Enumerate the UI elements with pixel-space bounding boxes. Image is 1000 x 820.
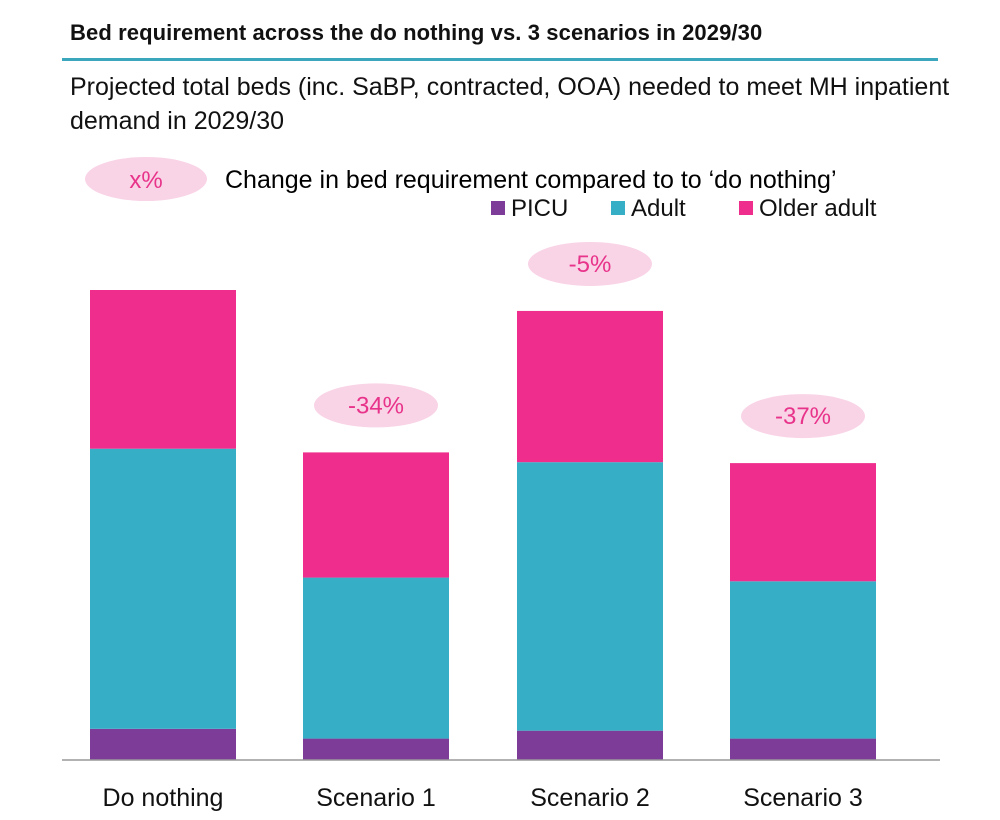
bars-group xyxy=(90,290,876,760)
annotation-key: x% Change in bed requirement compared to… xyxy=(85,157,837,201)
bar-scenario-3-picu xyxy=(730,738,876,760)
bar-scenario-1-older-adult xyxy=(303,452,449,578)
change-label-scenario-2: -5% xyxy=(569,251,612,278)
legend: PICU Adult Older adult xyxy=(491,195,877,222)
change-label-scenario-1: -34% xyxy=(348,392,404,419)
bar-scenario-2-picu xyxy=(517,730,663,760)
x-tick-label-scenario-1: Scenario 1 xyxy=(316,784,436,812)
bar-scenario-2-adult xyxy=(517,462,663,731)
legend-swatch-picu xyxy=(491,201,505,215)
x-tick-label-do-nothing: Do nothing xyxy=(103,784,224,812)
x-tick-label-scenario-3: Scenario 3 xyxy=(743,784,863,812)
bar-do-nothing-adult xyxy=(90,448,236,729)
annotation-key-badge xyxy=(85,157,207,201)
bar-scenario-2-older-adult xyxy=(517,310,663,463)
bar-do-nothing-picu xyxy=(90,728,236,760)
annotation-key-badge-text: x% xyxy=(129,167,162,194)
legend-label-adult: Adult xyxy=(631,195,686,222)
annotation-key-text: Change in bed requirement compared to to… xyxy=(225,166,837,194)
bar-scenario-3-adult xyxy=(730,581,876,739)
legend-label-older-adult: Older adult xyxy=(759,195,877,222)
legend-swatch-older-adult xyxy=(739,201,753,215)
chart-title: Bed requirement across the do nothing vs… xyxy=(70,20,763,45)
x-axis-labels: Do nothing Scenario 1 Scenario 2 Scenario 3 xyxy=(103,784,863,812)
legend-swatch-adult xyxy=(611,201,625,215)
bar-scenario-1-picu xyxy=(303,738,449,760)
change-badge-scenario-2 xyxy=(528,241,652,286)
change-badges: -34% -5% -37% xyxy=(314,241,865,439)
legend-label-picu: PICU xyxy=(511,195,568,222)
chart-subtitle: Projected total beds (inc. SaBP, contrac… xyxy=(70,73,950,135)
x-tick-label-scenario-2: Scenario 2 xyxy=(530,784,650,812)
bar-do-nothing-older-adult xyxy=(90,290,236,449)
change-badge-scenario-3 xyxy=(741,394,865,439)
bar-scenario-1-adult xyxy=(303,577,449,739)
change-label-scenario-3: -37% xyxy=(775,403,831,430)
title-underline xyxy=(62,58,938,61)
change-badge-scenario-1 xyxy=(314,383,438,428)
bar-scenario-3-older-adult xyxy=(730,463,876,582)
